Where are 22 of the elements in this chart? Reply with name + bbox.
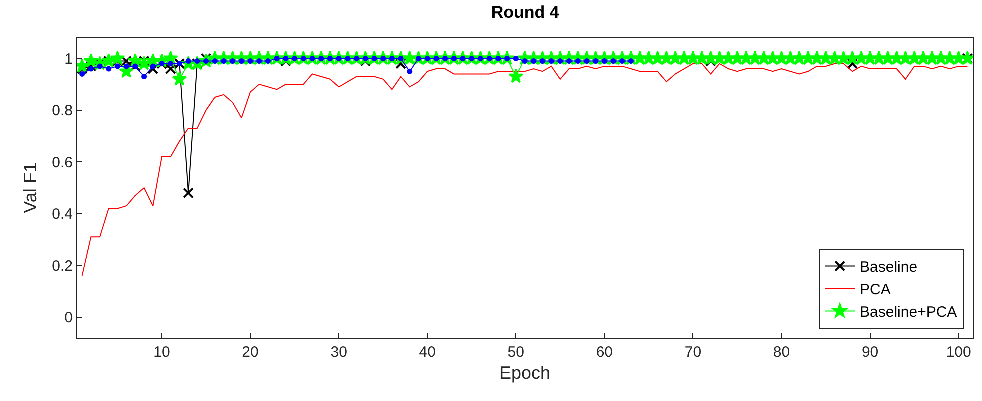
y-tick-label: 0.8	[52, 102, 73, 120]
x-tick-label: 90	[862, 344, 879, 361]
legend-label: Baseline+PCA	[860, 304, 958, 322]
legend-label: PCA	[860, 282, 891, 299]
chart-title: Round 4	[491, 2, 560, 22]
x-tick-label: 80	[773, 344, 790, 361]
x-tick-label: 100	[946, 344, 972, 361]
y-tick-label: 0.4	[52, 206, 73, 224]
x-tick-label: 60	[596, 344, 614, 361]
y-tick-label: 1	[64, 50, 73, 68]
y-tick-label: 0.6	[52, 154, 73, 172]
legend-label: Baseline	[860, 259, 918, 276]
x-tick-label: 20	[242, 344, 259, 361]
y-tick-label: 0.2	[52, 258, 73, 275]
x-tick-label: 50	[508, 344, 524, 361]
x-tick-label: 40	[419, 344, 436, 361]
x-tick-label: 10	[154, 344, 170, 361]
x-tick-label: 30	[330, 344, 348, 361]
y-tick-label: 0	[64, 310, 73, 327]
x-tick-label: 70	[684, 344, 702, 361]
y-axis-title: Val F1	[20, 162, 40, 214]
x-axis-title: Epoch	[499, 363, 551, 384]
